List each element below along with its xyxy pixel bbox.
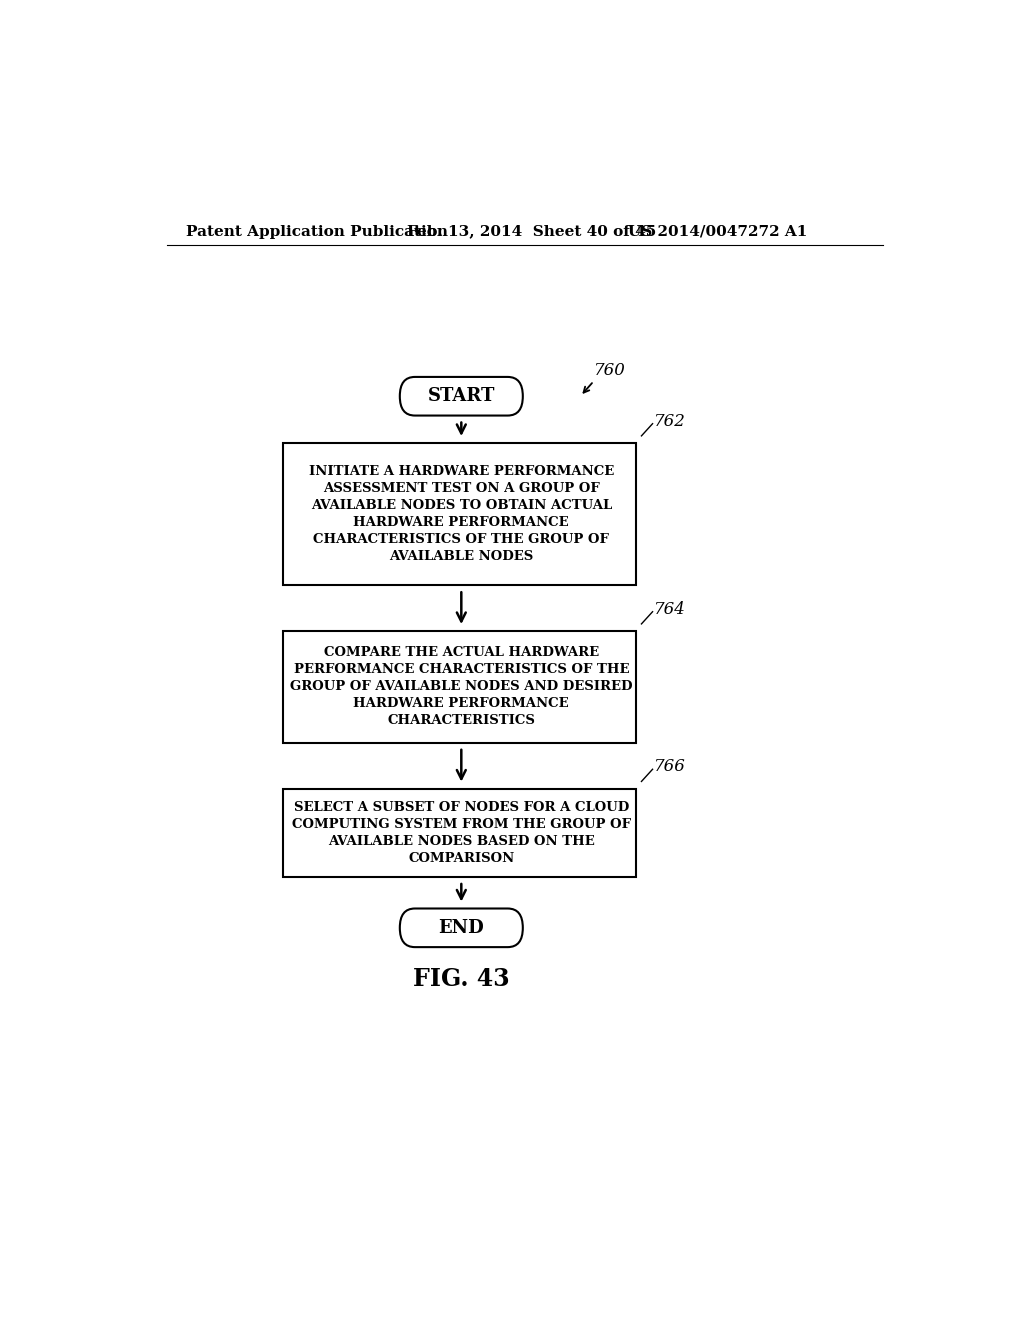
Text: FIG. 43: FIG. 43 (413, 966, 510, 990)
Text: Feb. 13, 2014  Sheet 40 of 45: Feb. 13, 2014 Sheet 40 of 45 (408, 224, 656, 239)
Text: 760: 760 (594, 362, 626, 379)
FancyBboxPatch shape (283, 788, 636, 876)
FancyBboxPatch shape (283, 631, 636, 743)
Text: 762: 762 (654, 413, 686, 430)
Text: START: START (428, 387, 495, 405)
Text: Patent Application Publication: Patent Application Publication (186, 224, 447, 239)
FancyBboxPatch shape (399, 378, 523, 416)
Text: END: END (438, 919, 484, 937)
Text: COMPARE THE ACTUAL HARDWARE
PERFORMANCE CHARACTERISTICS OF THE
GROUP OF AVAILABL: COMPARE THE ACTUAL HARDWARE PERFORMANCE … (290, 647, 633, 727)
Text: 766: 766 (654, 759, 686, 775)
Text: SELECT A SUBSET OF NODES FOR A CLOUD
COMPUTING SYSTEM FROM THE GROUP OF
AVAILABL: SELECT A SUBSET OF NODES FOR A CLOUD COM… (292, 801, 631, 865)
Text: US 2014/0047272 A1: US 2014/0047272 A1 (628, 224, 807, 239)
Text: INITIATE A HARDWARE PERFORMANCE
ASSESSMENT TEST ON A GROUP OF
AVAILABLE NODES TO: INITIATE A HARDWARE PERFORMANCE ASSESSME… (308, 465, 614, 564)
FancyBboxPatch shape (399, 908, 523, 948)
Text: 764: 764 (654, 601, 686, 618)
FancyBboxPatch shape (283, 444, 636, 585)
